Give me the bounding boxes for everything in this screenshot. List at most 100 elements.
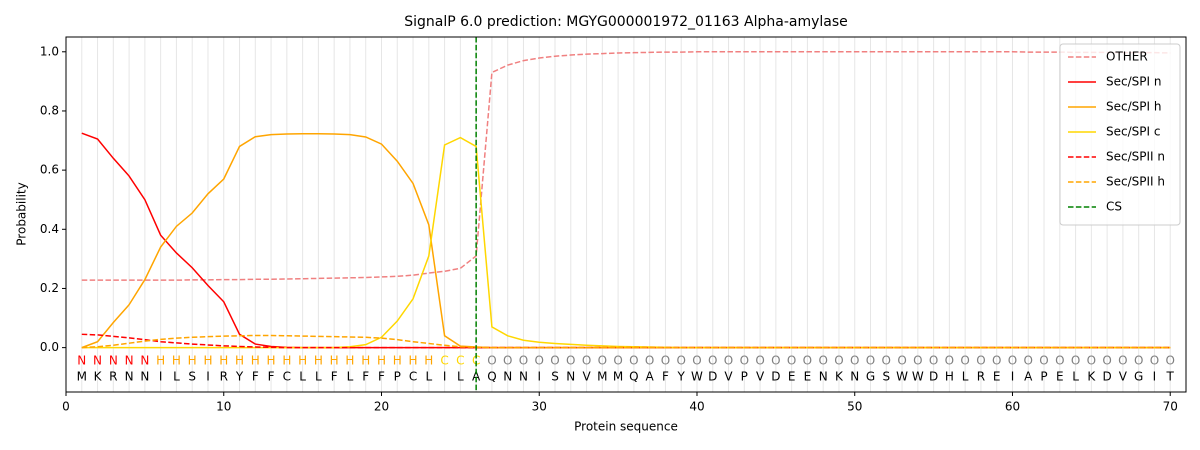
x-tick-label: 10	[216, 400, 231, 414]
region-label: O	[566, 353, 575, 367]
legend-label: Sec/SPI n	[1106, 75, 1161, 89]
region-label: H	[235, 353, 244, 367]
region-label: O	[1134, 353, 1143, 367]
x-tick-label: 30	[532, 400, 547, 414]
residue-label: M	[77, 370, 87, 384]
region-label: N	[140, 353, 149, 367]
region-label: N	[125, 353, 134, 367]
region-label: C	[456, 353, 464, 367]
residue-label: F	[662, 370, 669, 384]
x-tick-label: 40	[689, 400, 704, 414]
legend-label: Sec/SPII n	[1106, 150, 1165, 164]
residue-label: D	[1103, 370, 1112, 384]
legend-label: Sec/SPII h	[1106, 175, 1165, 189]
region-label: O	[519, 353, 528, 367]
region-label: H	[282, 353, 291, 367]
residue-label: R	[220, 370, 228, 384]
region-label: O	[692, 353, 701, 367]
region-label: H	[156, 353, 165, 367]
region-label: O	[1150, 353, 1159, 367]
residue-label: D	[708, 370, 717, 384]
y-tick-label: 1.0	[40, 44, 59, 58]
x-tick-label: 0	[62, 400, 70, 414]
residue-label: Q	[487, 370, 496, 384]
residue-label: W	[896, 370, 908, 384]
residue-label: L	[425, 370, 432, 384]
region-label: H	[267, 353, 276, 367]
residue-label: G	[1134, 370, 1143, 384]
region-label: O	[629, 353, 638, 367]
legend-label: Sec/SPI h	[1106, 100, 1161, 114]
residue-label: Q	[629, 370, 638, 384]
residue-label: S	[551, 370, 559, 384]
region-label: O	[771, 353, 780, 367]
region-label: O	[1118, 353, 1127, 367]
legend-label: Sec/SPI c	[1106, 125, 1160, 139]
y-tick-label: 0.6	[40, 163, 59, 177]
residue-label: N	[819, 370, 828, 384]
residue-label: I	[1011, 370, 1015, 384]
region-label: O	[1071, 353, 1080, 367]
residue-label: W	[912, 370, 924, 384]
region-label: N	[77, 353, 86, 367]
region-label: O	[1055, 353, 1064, 367]
region-label: O	[882, 353, 891, 367]
x-tick-label: 70	[1163, 400, 1178, 414]
residue-label: H	[945, 370, 954, 384]
residue-label: L	[173, 370, 180, 384]
y-tick-label: 0.4	[40, 222, 59, 236]
residue-label: E	[993, 370, 1001, 384]
region-label: O	[834, 353, 843, 367]
region-label: O	[535, 353, 544, 367]
region-label: O	[503, 353, 512, 367]
region-label: O	[487, 353, 496, 367]
residue-label: F	[362, 370, 369, 384]
region-label: O	[976, 353, 985, 367]
residue-label: N	[519, 370, 528, 384]
residue-label: V	[756, 370, 765, 384]
residue-label: V	[1119, 370, 1128, 384]
residue-label: N	[125, 370, 134, 384]
residue-label: K	[94, 370, 103, 384]
region-label: O	[787, 353, 796, 367]
series-line	[81, 136, 1171, 349]
region-label: O	[1102, 353, 1111, 367]
residue-label: V	[724, 370, 733, 384]
region-label: H	[314, 353, 323, 367]
region-label: H	[409, 353, 418, 367]
residue-label: E	[1056, 370, 1064, 384]
region-label: C	[440, 353, 448, 367]
region-label: H	[172, 353, 181, 367]
region-label: H	[377, 353, 386, 367]
residue-label: R	[109, 370, 117, 384]
residue-label: A	[646, 370, 655, 384]
region-label: H	[251, 353, 260, 367]
region-label: O	[582, 353, 591, 367]
region-label: O	[708, 353, 717, 367]
region-label: O	[960, 353, 969, 367]
region-label: N	[93, 353, 102, 367]
region-label: O	[1165, 353, 1174, 367]
region-label: O	[676, 353, 685, 367]
residue-label: N	[503, 370, 512, 384]
residue-label: I	[159, 370, 163, 384]
residue-label: W	[691, 370, 703, 384]
region-label: H	[298, 353, 307, 367]
residue-label: F	[378, 370, 385, 384]
residue-label: C	[283, 370, 291, 384]
region-label: H	[345, 353, 354, 367]
residue-label: L	[299, 370, 306, 384]
region-label: O	[1087, 353, 1096, 367]
y-tick-label: 0.2	[40, 281, 59, 295]
region-label: O	[803, 353, 812, 367]
residue-label: D	[771, 370, 780, 384]
region-label: O	[945, 353, 954, 367]
chart-title: SignalP 6.0 prediction: MGYG000001972_01…	[404, 14, 848, 30]
region-label: O	[598, 353, 607, 367]
residue-label: L	[962, 370, 969, 384]
region-label: O	[755, 353, 764, 367]
x-tick-label: 20	[374, 400, 389, 414]
residue-label: Y	[235, 370, 244, 384]
region-label: O	[1024, 353, 1033, 367]
